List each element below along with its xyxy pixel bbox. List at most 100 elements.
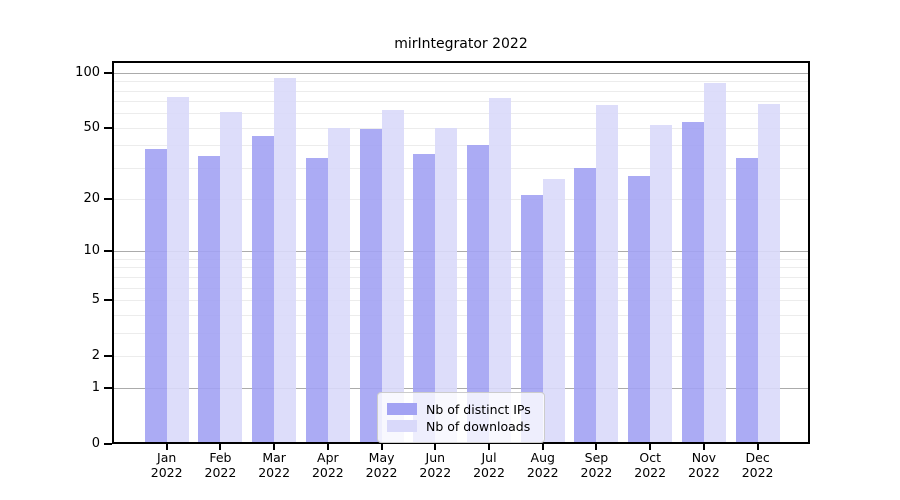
gridline-major bbox=[114, 251, 808, 253]
y-axis-tick-label: 100 bbox=[75, 64, 100, 80]
bar-downloads bbox=[596, 104, 619, 442]
year-label: 2022 bbox=[526, 465, 559, 480]
x-tick-mark bbox=[434, 444, 437, 450]
year-label: 2022 bbox=[473, 465, 505, 480]
x-axis-tick-label: Dec 2022 bbox=[726, 450, 790, 480]
gridline-minor bbox=[114, 314, 808, 316]
gridline-minor bbox=[114, 258, 808, 260]
gridline-minor bbox=[114, 299, 808, 301]
month-label: Nov bbox=[691, 450, 717, 465]
gridline-minor bbox=[114, 355, 808, 357]
y-tick-mark bbox=[104, 250, 112, 253]
gridline-minor bbox=[114, 145, 808, 147]
bar-distinct-ips bbox=[413, 153, 436, 442]
chart-title: mirIntegrator 2022 bbox=[394, 36, 528, 52]
month-label: May bbox=[368, 450, 395, 465]
year-label: 2022 bbox=[311, 465, 344, 480]
x-axis-tick-label: Aug 2022 bbox=[511, 450, 575, 480]
x-tick-mark bbox=[756, 444, 759, 450]
gridline-minor bbox=[114, 167, 808, 169]
month-label: Dec bbox=[745, 450, 770, 465]
year-label: 2022 bbox=[687, 465, 720, 480]
gridline-minor bbox=[114, 127, 808, 129]
x-tick-mark bbox=[273, 444, 276, 450]
gridline-minor bbox=[114, 113, 808, 115]
x-axis-tick-label: Feb 2022 bbox=[188, 450, 252, 480]
month-label: Sep bbox=[584, 450, 609, 465]
month-label: Jan bbox=[157, 450, 177, 465]
gridline-minor bbox=[114, 332, 808, 334]
gridline-minor bbox=[114, 90, 808, 92]
x-axis-tick-label: Jul 2022 bbox=[457, 450, 521, 480]
gridline-major bbox=[114, 388, 808, 390]
bar-distinct-ips bbox=[359, 129, 382, 442]
year-label: 2022 bbox=[258, 465, 291, 480]
legend-swatch bbox=[387, 420, 417, 432]
gridline-major bbox=[114, 72, 808, 74]
bar-distinct-ips bbox=[467, 145, 490, 442]
bar-downloads bbox=[220, 112, 243, 442]
y-tick-mark bbox=[104, 198, 112, 201]
x-tick-mark bbox=[380, 444, 383, 450]
bar-downloads bbox=[650, 124, 673, 442]
y-tick-mark bbox=[104, 354, 112, 357]
month-label: Aug bbox=[530, 450, 555, 465]
y-tick-mark bbox=[104, 126, 112, 129]
month-label: Feb bbox=[209, 450, 232, 465]
x-axis-tick-label: Jun 2022 bbox=[403, 450, 467, 480]
gridline-minor bbox=[114, 276, 808, 278]
month-label: Apr bbox=[317, 450, 339, 465]
y-axis-tick-label: 1 bbox=[91, 380, 100, 396]
x-tick-mark bbox=[165, 444, 168, 450]
x-tick-mark bbox=[219, 444, 222, 450]
year-label: 2022 bbox=[365, 465, 398, 480]
bar-distinct-ips bbox=[252, 136, 275, 442]
y-tick-mark bbox=[104, 71, 112, 74]
year-label: 2022 bbox=[580, 465, 613, 480]
bar-downloads bbox=[381, 109, 404, 442]
bar-downloads bbox=[757, 103, 780, 442]
gridline-minor bbox=[114, 199, 808, 201]
month-label: Jul bbox=[481, 450, 497, 465]
legend-label: Nb of downloads bbox=[426, 418, 531, 434]
legend-item: Nb of distinct IPs bbox=[387, 401, 534, 417]
year-label: 2022 bbox=[419, 465, 452, 480]
bar-distinct-ips bbox=[305, 158, 328, 442]
y-axis-tick-label: 5 bbox=[91, 291, 100, 307]
y-axis-tick-label: 0 bbox=[91, 436, 100, 451]
x-axis-tick-label: May 2022 bbox=[350, 450, 414, 480]
bar-distinct-ips bbox=[520, 195, 543, 442]
bar-distinct-ips bbox=[735, 158, 758, 442]
bar-downloads bbox=[703, 83, 726, 442]
x-axis-tick-label: Nov 2022 bbox=[672, 450, 736, 480]
gridline-minor bbox=[114, 101, 808, 103]
bar-distinct-ips bbox=[574, 167, 597, 442]
y-axis-tick-label: 10 bbox=[83, 243, 100, 259]
x-tick-mark bbox=[541, 444, 544, 450]
month-label: Mar bbox=[262, 450, 286, 465]
y-axis-tick-label: 2 bbox=[91, 347, 100, 363]
x-tick-mark bbox=[595, 444, 598, 450]
y-tick-mark bbox=[104, 387, 112, 390]
y-tick-mark bbox=[104, 298, 112, 301]
year-label: 2022 bbox=[634, 465, 667, 480]
legend: Nb of distinct IPs Nb of downloads bbox=[377, 392, 545, 443]
x-axis-tick-label: Sep 2022 bbox=[564, 450, 628, 480]
x-tick-mark bbox=[702, 444, 705, 450]
legend-item: Nb of downloads bbox=[387, 418, 534, 434]
y-tick-mark bbox=[104, 443, 112, 445]
y-axis-tick-label: 50 bbox=[83, 119, 100, 135]
legend-swatch bbox=[387, 403, 417, 415]
year-label: 2022 bbox=[150, 465, 183, 480]
x-axis-tick-label: Oct 2022 bbox=[618, 450, 682, 480]
bar-downloads bbox=[489, 97, 512, 442]
month-label: Jun bbox=[425, 450, 446, 465]
bar-downloads bbox=[435, 127, 458, 442]
gridline-minor bbox=[114, 287, 808, 289]
x-tick-mark bbox=[488, 444, 491, 450]
plot-area bbox=[112, 61, 810, 444]
bar-downloads bbox=[542, 179, 565, 442]
bar-distinct-ips bbox=[628, 176, 651, 442]
x-axis-tick-label: Mar 2022 bbox=[242, 450, 306, 480]
bar-downloads bbox=[274, 77, 297, 442]
